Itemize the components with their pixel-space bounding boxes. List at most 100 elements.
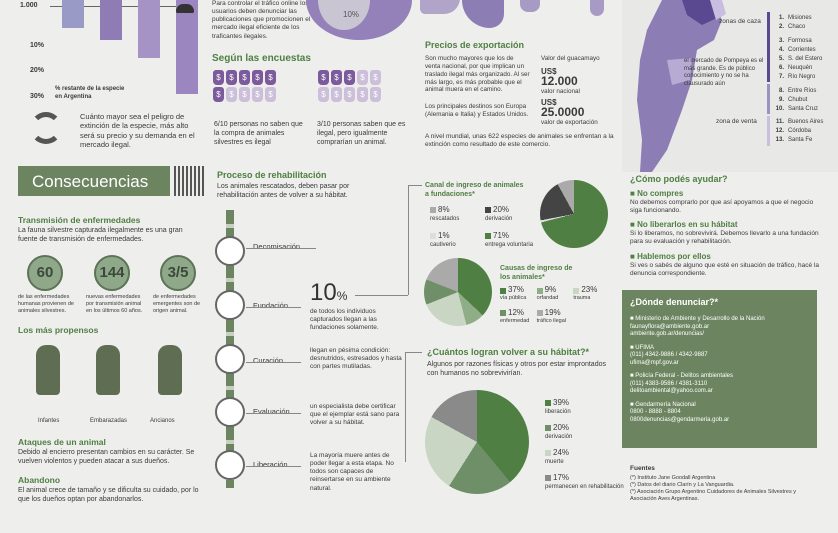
money-bag-icon: $: [331, 87, 342, 102]
return-item: 20% derivación: [545, 423, 625, 441]
connector-line: [246, 413, 301, 414]
return-item: 17% permanecen en rehabilitación: [545, 473, 625, 491]
world-map: [520, 0, 540, 12]
zone-name: Río Negro: [788, 74, 816, 80]
pregnant-icon: [96, 345, 120, 395]
zone-number: 10.: [775, 106, 784, 112]
return-text: Algunos por razones físicas y otros por …: [427, 361, 606, 377]
step-label: Evaluación: [253, 407, 290, 416]
rehab-intro: Los animales rescatados, deben pasar por…: [217, 183, 350, 199]
paw-icon: [215, 450, 245, 480]
tick-label: 1.000: [20, 2, 38, 9]
zone-number: 7.: [778, 74, 784, 80]
report-line[interactable]: ufima@mpf.gov.ar: [630, 359, 679, 366]
report-line[interactable]: faunayflora@ambiente.gob.ar: [630, 323, 710, 330]
cause-item: 12% enfermedad: [500, 308, 537, 325]
step-label: Decomisación: [253, 242, 301, 251]
attack-text: Debido al encierro presentan cambios en …: [18, 449, 195, 465]
return-pie: [425, 390, 529, 494]
zone-number: 2.: [778, 24, 784, 30]
help-heading-text: Hablemos por ellos: [637, 251, 711, 261]
step-label: Curación: [253, 356, 284, 365]
money-bag-icon: $: [226, 87, 237, 102]
argentina-map: [637, 0, 726, 172]
bar: [138, 0, 160, 58]
report-line[interactable]: (011) 4342-9886 / 4342-9887: [630, 352, 708, 359]
help-item: ■ No compres No debemos comprarlo por que…: [630, 189, 820, 215]
return-list: 39% liberación 20% derivación 24% muerte 17…: [545, 398, 625, 491]
report-line[interactable]: 0800denuncias@gendarmeria.gob.ar: [630, 416, 730, 423]
return-title: ¿Cuántos logran volver a su hábitat?*: [427, 347, 590, 357]
report-heading: ■ Ministerio de Ambiente y Desarrollo de…: [630, 316, 765, 323]
source-item: (*) Instituto Jane Goodall Argentina: [630, 475, 716, 481]
return-label: muerte: [545, 458, 564, 465]
zone-name: Chaco: [788, 24, 806, 30]
evaluacion-text: un especialista debe certificar que el e…: [310, 403, 400, 427]
source-item: (*) Asociación Grupo Argentino Cuidadore…: [630, 488, 797, 502]
channel-value: 8%: [438, 205, 450, 214]
rehab-percent-unit: %: [336, 289, 348, 303]
zone-name: Buenos Aires: [788, 119, 824, 125]
step-label: Liberación: [253, 460, 288, 469]
channel-grid: 8% rescatados 20% derivación 1% cautiverio …: [430, 205, 540, 249]
report-line[interactable]: 0800 - 8888 - 8804: [630, 409, 681, 416]
survey-stat-2: 3/10 personas saben que es ilegal, pero …: [317, 121, 406, 146]
cause-label: enfermedad: [500, 317, 530, 324]
cause-label: tráfico ilegal: [536, 317, 567, 324]
zone-number: 12.: [775, 128, 784, 134]
help-heading-text: No liberarlos en su hábitat: [637, 220, 738, 230]
zone-list-item: 13. Santa Fe: [772, 136, 823, 145]
money-bag-icon: $: [239, 87, 250, 102]
bags-group: $ $ $ $ $ $ $ $ $ $: [317, 69, 412, 103]
report-item: ■ Gendarmería Nacional 0800 - 8888 - 8804…: [630, 402, 809, 425]
zone-list-item: 8. Entre Ríos: [772, 87, 822, 96]
zone-name: Corrientes: [788, 47, 816, 53]
return-value: 20%: [553, 423, 570, 432]
bar-caption: % restante de la especie en Argentina: [55, 86, 125, 100]
transmission-title: Transmisión de enfermedades: [18, 215, 141, 225]
channel-item: 20% derivación: [485, 205, 540, 223]
currency: US$: [541, 67, 557, 76]
guacamayo-label: Valor del guacamayo: [541, 55, 600, 62]
money-bag-icon: $: [331, 70, 342, 85]
cause-label: vía pública: [500, 295, 527, 301]
elderly-icon: [158, 345, 182, 395]
money-bag-icon: $: [226, 70, 237, 85]
zone-list-item: 2. Chaco: [772, 23, 822, 32]
report-line[interactable]: ambiente.gob.ar/denuncias/: [630, 331, 705, 338]
sale-list: 11. Buenos Aires 12. Córdoba 13. Santa Fe: [772, 118, 824, 145]
zone-number: 11.: [775, 119, 784, 125]
return-value: 17%: [553, 473, 570, 482]
channel-label: rescatados: [430, 215, 460, 222]
export-text-1: Son mucho mayores que los de venta nacio…: [425, 55, 530, 94]
money-bag-icon: $: [252, 87, 263, 102]
zone-list-item: 5. S. del Estero: [772, 55, 822, 64]
bags-group: $ $ $ $ $ $ $ $ $ $: [212, 69, 307, 103]
money-bag-icon: $: [344, 70, 355, 85]
cause-item: 23% trauma: [573, 285, 610, 302]
zone-number: 1.: [778, 15, 784, 21]
world-map: [462, 0, 504, 28]
pie-label: 10%: [343, 10, 360, 19]
extinction-text: Cuánto mayor sea el peligro de extinción…: [80, 112, 195, 150]
money-bag-icon: $: [357, 70, 368, 85]
report-line[interactable]: delitoambiental@yahoo.com.ar: [630, 388, 713, 395]
report-item: ■ Policía Federal - Delitos ambientales(…: [630, 373, 809, 396]
report-item: ■ UFIMA (011) 4342-9886 / 4342-9887 ufima@…: [630, 345, 809, 368]
channel-title: Canal de ingreso de animales a fundacion…: [425, 182, 524, 198]
report-line[interactable]: (011) 4383-9586 / 4381-3110: [630, 380, 708, 387]
connector-line: [408, 185, 409, 295]
sources-list: (*) Instituto Jane Goodall Argentina (*)…: [630, 475, 820, 503]
export-text-2: Los principales destinos son Europa (Ale…: [425, 103, 529, 118]
return-label: permanecen en rehabilitación: [545, 483, 624, 490]
rehab-percent-text: de todos los individuos capturados llega…: [310, 308, 379, 332]
help-list: ■ No compres No debemos comprarlo por que…: [630, 189, 820, 278]
money-bag-icon: $: [265, 70, 276, 85]
zone-number: 3.: [778, 38, 784, 44]
prone-label: Embarazadas: [90, 418, 128, 424]
channel-label: entrega voluntaria: [485, 241, 534, 248]
causes-grid: 37% vía pública 9% orfandad 23% trauma 12% e…: [500, 285, 610, 325]
world-map: [590, 0, 604, 16]
money-bag-icon: $: [252, 70, 263, 85]
zone-number: 9.: [778, 97, 784, 103]
